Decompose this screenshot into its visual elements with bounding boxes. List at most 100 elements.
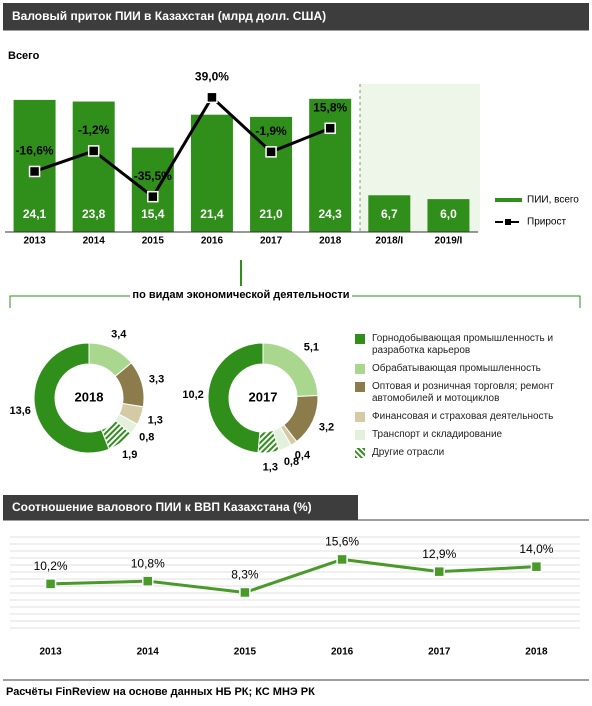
x-tick-label: 2018 bbox=[525, 647, 548, 658]
legend-item: Транспорт и складирование bbox=[355, 429, 587, 441]
bar-label: 15,4 bbox=[141, 207, 165, 221]
slice-label: 1,3 bbox=[148, 415, 163, 427]
ratio-label: 8,3% bbox=[231, 568, 259, 582]
x-tick-label: 2018 bbox=[319, 236, 342, 247]
bar bbox=[368, 195, 411, 232]
bar bbox=[190, 114, 233, 232]
slice-label: 0,8 bbox=[139, 431, 154, 443]
ratio-label: 12,9% bbox=[422, 547, 456, 561]
bar-label: 6,7 bbox=[381, 207, 398, 221]
growth-label: -35,5% bbox=[134, 169, 172, 183]
x-tick-label: 2017 bbox=[428, 647, 451, 658]
growth-marker bbox=[28, 165, 41, 178]
x-tick-label: 2014 bbox=[137, 647, 160, 658]
section-title: по видам экономической деятельности bbox=[132, 289, 349, 301]
slice-label: 1,3 bbox=[263, 462, 278, 474]
legend-swatch bbox=[355, 448, 365, 458]
legend-label: ПИИ, всего bbox=[527, 195, 579, 206]
slice-label: 3,2 bbox=[319, 421, 334, 433]
slice-label: 0,4 bbox=[295, 450, 311, 462]
legend-swatch bbox=[355, 382, 365, 392]
slice-label: 3,4 bbox=[111, 329, 127, 341]
bar bbox=[309, 98, 352, 232]
donut-slice bbox=[207, 342, 264, 454]
bar bbox=[131, 147, 174, 232]
donut-slice bbox=[33, 342, 110, 454]
growth-label: -1,9% bbox=[255, 124, 287, 138]
growth-marker bbox=[206, 91, 218, 104]
growth-label: -1,2% bbox=[78, 123, 110, 137]
x-tick-label: 2018/I bbox=[375, 236, 403, 247]
x-tick-label: 2013 bbox=[23, 236, 46, 247]
bar-label: 24,3 bbox=[319, 207, 343, 221]
header-bar bbox=[3, 3, 589, 30]
slice-label: 13,6 bbox=[10, 405, 31, 417]
header-bar bbox=[3, 495, 358, 520]
growth-label: -16,6% bbox=[16, 144, 54, 158]
legend-swatch bbox=[505, 219, 511, 225]
ratio-marker bbox=[239, 586, 251, 599]
x-tick-label: 2015 bbox=[142, 236, 165, 247]
footer: Расчёты FinReview на основе данных НБ РК… bbox=[6, 686, 315, 698]
legend-item: Обрабатывающая промышленность bbox=[355, 363, 587, 375]
ratio-marker bbox=[530, 560, 543, 573]
donut-slice bbox=[257, 429, 280, 454]
ratio-label: 15,6% bbox=[325, 535, 359, 549]
legend-label: Другие отрасли bbox=[372, 447, 445, 458]
slice-label: 10,2 bbox=[182, 389, 203, 401]
legend-swatch bbox=[355, 364, 365, 374]
legend-swatch bbox=[355, 334, 365, 344]
legend-item: Оптовая и розничная торговля; ремонт авт… bbox=[355, 381, 587, 405]
chart-title: Валовый приток ПИИ в Казахстан (млрд дол… bbox=[12, 9, 326, 23]
legend-swatch bbox=[355, 412, 365, 422]
legend-label: Оптовая и розничная торговля; ремонт авт… bbox=[372, 381, 554, 404]
growth-marker bbox=[324, 122, 336, 135]
slice-label: 5,1 bbox=[304, 341, 319, 353]
ratio-label: 10,8% bbox=[131, 556, 165, 570]
subtitle: Всего bbox=[8, 50, 40, 62]
ratio-label: 10,2% bbox=[34, 559, 68, 573]
legend-item: Горнодобывающая промышленность и разрабо… bbox=[355, 333, 587, 357]
slice-label: 3,3 bbox=[149, 374, 164, 386]
legend-swatch bbox=[355, 430, 365, 440]
ratio-marker bbox=[142, 575, 154, 587]
slice-label: 0,8 bbox=[284, 456, 299, 468]
legend-item: Другие отрасли bbox=[355, 447, 587, 459]
donut-slice bbox=[100, 419, 132, 450]
legend-label: Финансовая и страховая деятельность bbox=[372, 411, 554, 422]
bar-label: 21,0 bbox=[259, 207, 283, 221]
bar-label: 23,8 bbox=[82, 207, 106, 221]
x-tick-label: 2017 bbox=[260, 236, 283, 247]
x-tick-label: 2019/I bbox=[435, 236, 463, 247]
x-tick-label: 2016 bbox=[201, 236, 224, 247]
legend-item: Финансовая и страховая деятельность bbox=[355, 411, 587, 423]
x-tick-label: 2015 bbox=[234, 647, 257, 658]
slice-label: 1,9 bbox=[122, 449, 137, 461]
legend: Горнодобывающая промышленность и разрабо… bbox=[355, 333, 587, 465]
x-tick-label: 2016 bbox=[331, 647, 354, 658]
bar bbox=[72, 101, 115, 232]
bar-label: 24,1 bbox=[23, 207, 47, 221]
label-bg bbox=[130, 287, 352, 303]
donut-center-label: 2018 bbox=[75, 389, 104, 404]
bar-label: 21,4 bbox=[200, 207, 224, 221]
growth-marker bbox=[147, 190, 159, 203]
legend-label: Прирост bbox=[527, 217, 566, 228]
growth-label: 15,8% bbox=[313, 100, 347, 114]
legend-label: Транспорт и складирование bbox=[372, 429, 503, 440]
growth-line bbox=[34, 94, 331, 199]
ratio-marker bbox=[433, 565, 445, 578]
x-tick-label: 2014 bbox=[83, 236, 106, 247]
legend-label: Горнодобывающая промышленность и разрабо… bbox=[372, 333, 554, 356]
bar-label: 6,0 bbox=[440, 207, 457, 221]
legend-label: Обрабатывающая промышленность bbox=[372, 363, 541, 374]
growth-label: 39,0% bbox=[195, 70, 229, 84]
ratio-line bbox=[50, 557, 537, 594]
ratio-marker bbox=[336, 553, 348, 566]
growth-marker bbox=[265, 146, 277, 158]
ratio-marker bbox=[44, 578, 57, 590]
chart-title: Соотношение валового ПИИ к ВВП Казахстан… bbox=[12, 500, 312, 514]
bar bbox=[427, 199, 470, 232]
bar bbox=[250, 116, 293, 232]
